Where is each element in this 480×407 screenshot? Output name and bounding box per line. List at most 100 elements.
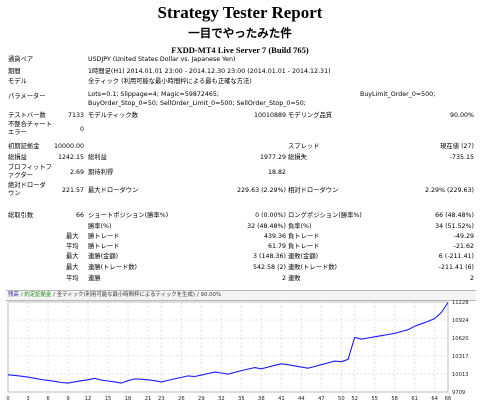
grossloss-value: -735.15 <box>449 154 474 161</box>
row-average: 平均 勝トレード 61.79 負トレード -21.62 <box>6 242 476 255</box>
maxdd-label: 最大ドローダウン <box>88 187 139 194</box>
params-line1-right: BuyLimit_Order_0=500; <box>360 91 436 98</box>
avg-loss-value: -21.62 <box>453 243 474 250</box>
y-tick-label: 10620 <box>452 336 469 342</box>
trades-value: 66 <box>75 212 84 219</box>
deposit-value: 10000.00 <box>53 143 84 150</box>
short-value: 0 (0.00%) <box>255 212 286 219</box>
consec-win-label: 連勝(金額) <box>88 253 119 260</box>
tab-model: / 全ティック(利用可能な最小時間枠によるティックを生成) <box>53 292 195 298</box>
maxdd-value: 229.63 (2.29%) <box>237 187 286 194</box>
reldd-label: 相対ドローダウン <box>288 187 339 194</box>
row-mismatch: 不整合チャートエラー 0 <box>6 121 476 137</box>
grossprofit-label: 総利益 <box>88 154 107 161</box>
x-tick-label: 55 <box>371 396 378 402</box>
x-tick-label: 15 <box>105 396 112 402</box>
x-tick-label: 58 <box>391 396 398 402</box>
x-tick-label: 29 <box>198 396 205 402</box>
row-consec: 最大 連勝(金額) 3 (148.36) 連敗(金額) 6 (-211.41) <box>6 252 476 265</box>
y-tick-label: 11228 <box>452 300 469 306</box>
x-tick-label: 18 <box>125 396 132 402</box>
max-label-3: 最大 <box>66 264 79 271</box>
row-profit: 総損益 1242.15 総利益 1977.29 総損失 -735.15 <box>6 153 476 166</box>
avg-label-2: 平均 <box>66 275 79 282</box>
x-tick-label: 23 <box>158 396 165 402</box>
tab-equity[interactable]: / 約定証拠金 <box>20 292 52 298</box>
period-value: 1時間足(H1) 2014.01.01 23:00 - 2014.12.30 2… <box>88 68 331 75</box>
report-subtitle: 一目でやったみた件 <box>188 28 292 40</box>
avg-label: 平均 <box>66 243 79 250</box>
x-tick-label: 35 <box>238 396 245 402</box>
avg-win-label: 勝トレード <box>88 243 120 250</box>
row-largest: 最大 勝トレード 439.36 負トレード -49.29 <box>6 232 476 245</box>
y-tick-label: 10013 <box>452 372 469 378</box>
bars-value: 7133 <box>67 112 84 119</box>
mismatch-label: 不整合チャートエラー <box>8 121 53 136</box>
long-value: 66 (48.48%) <box>435 212 474 219</box>
consec-win-value: 3 (148.36) <box>253 253 286 260</box>
avg-loss-label: 負トレード <box>288 243 320 250</box>
params-label: パラメーター <box>8 93 46 100</box>
consec-loss-label: 連敗(金額) <box>288 253 319 260</box>
symbol-value: USDJPY (United States Dollar vs. Japanes… <box>88 56 236 63</box>
report-title: Strategy Tester Report <box>157 3 323 22</box>
row-consec-amt: 最大 連勝(トレード数) 542.58 (2) 連敗(トレード数) -211.4… <box>6 263 476 276</box>
y-tick-label: 9709 <box>452 390 465 396</box>
plot-area <box>7 301 449 393</box>
x-tick-label: 50 <box>338 396 345 402</box>
expected-value: 18.82 <box>267 169 286 176</box>
y-tick-label: 10317 <box>452 354 469 360</box>
max-label-2: 最大 <box>66 253 79 260</box>
loss-value: 34 (51.52%) <box>435 223 474 230</box>
consec-lossamt-value: -211.41 (6) <box>438 264 474 271</box>
model-value: 全ティック (利用可能な最小時間枠による最も正確な方法) <box>88 78 252 85</box>
model-label: モデル <box>8 78 27 85</box>
spread-value: 現在値 (27) <box>440 143 474 150</box>
x-tick-label: 41 <box>278 396 285 402</box>
row-avg-consec: 平均 連勝 2 連敗 2 <box>6 274 476 287</box>
tab-balance[interactable]: 残高 <box>8 292 19 298</box>
pf-label: プロフィットファクター <box>8 164 52 179</box>
absdd-value: 221.57 <box>61 187 84 194</box>
netprofit-value: 1242.15 <box>57 154 84 161</box>
x-tick-label: 12 <box>85 396 92 402</box>
largest-loss-value: -49.29 <box>453 233 474 240</box>
x-tick-label: 21 <box>145 396 152 402</box>
server-name: FXDD-MT4 Live Server 7 (Build 765) <box>171 45 309 55</box>
largest-win-value: 439.36 <box>263 233 286 240</box>
x-tick-label: 44 <box>298 396 305 402</box>
x-tick-label: 38 <box>258 396 265 402</box>
win-label: 勝率(%) <box>88 223 112 230</box>
win-value: 32 (48.48%) <box>247 223 286 230</box>
period-label: 期間 <box>8 68 21 75</box>
grossloss-label: 総損失 <box>288 154 307 161</box>
x-tick-label: 0 <box>6 396 9 402</box>
reldd-value: 2.29% (229.63) <box>425 187 474 194</box>
x-tick-label: 32 <box>218 396 225 402</box>
params-line1: Lots=0.1; Slippage=4; Magic=59872465; <box>88 91 219 98</box>
x-tick-label: 61 <box>411 396 418 402</box>
ticks-value: 10010889 <box>253 112 286 119</box>
row-winloss: 勝率(%) 32 (48.48%) 負率(%) 34 (51.52%) <box>6 222 476 235</box>
balance-chart: 9709 10013 10317 10620 10924 11228 0 3 6 9 12 15 18 2… <box>6 300 476 403</box>
avg-consec-win-value: 2 <box>281 275 286 282</box>
pf-value: 2.69 <box>69 169 84 176</box>
consec-profit-value: 542.58 (2) <box>253 264 286 271</box>
bars-label: テストバー数 <box>8 112 46 119</box>
avg-consec-loss-value: 2 <box>469 275 474 282</box>
expected-label: 期待利得 <box>88 169 114 176</box>
row-params: パラメーター Lots=0.1; Slippage=4; Magic=59872… <box>6 90 476 112</box>
avg-consec-loss-label: 連敗 <box>288 275 301 282</box>
row-trades: 総取引数 66 ショートポジション(勝率%) 0 (0.00%) ロングポジショ… <box>6 211 476 224</box>
row-bars: テストバー数 7133 モデルティック数 10010889 モデリング品質 90… <box>6 111 476 124</box>
consec-profit-label: 連勝(トレード数) <box>88 264 137 271</box>
quality-label: モデリング品質 <box>288 112 333 119</box>
symbol-label: 通貨ペア <box>8 56 34 63</box>
quality-value: 90.00% <box>449 112 474 119</box>
balance-chart-svg: 9709 10013 10317 10620 10924 11228 0 3 6 9 12 15 18 2… <box>6 300 469 402</box>
row-dd: 絶対ドローダウン 221.57 最大ドローダウン 229.63 (2.29%) … <box>6 182 476 198</box>
x-tick-label: 64 <box>431 396 438 402</box>
x-tick-label: 9 <box>66 396 69 402</box>
x-tick-label: 26 <box>178 396 185 402</box>
row-pf: プロフィットファクター 2.69 期待利得 18.82 <box>6 164 476 180</box>
